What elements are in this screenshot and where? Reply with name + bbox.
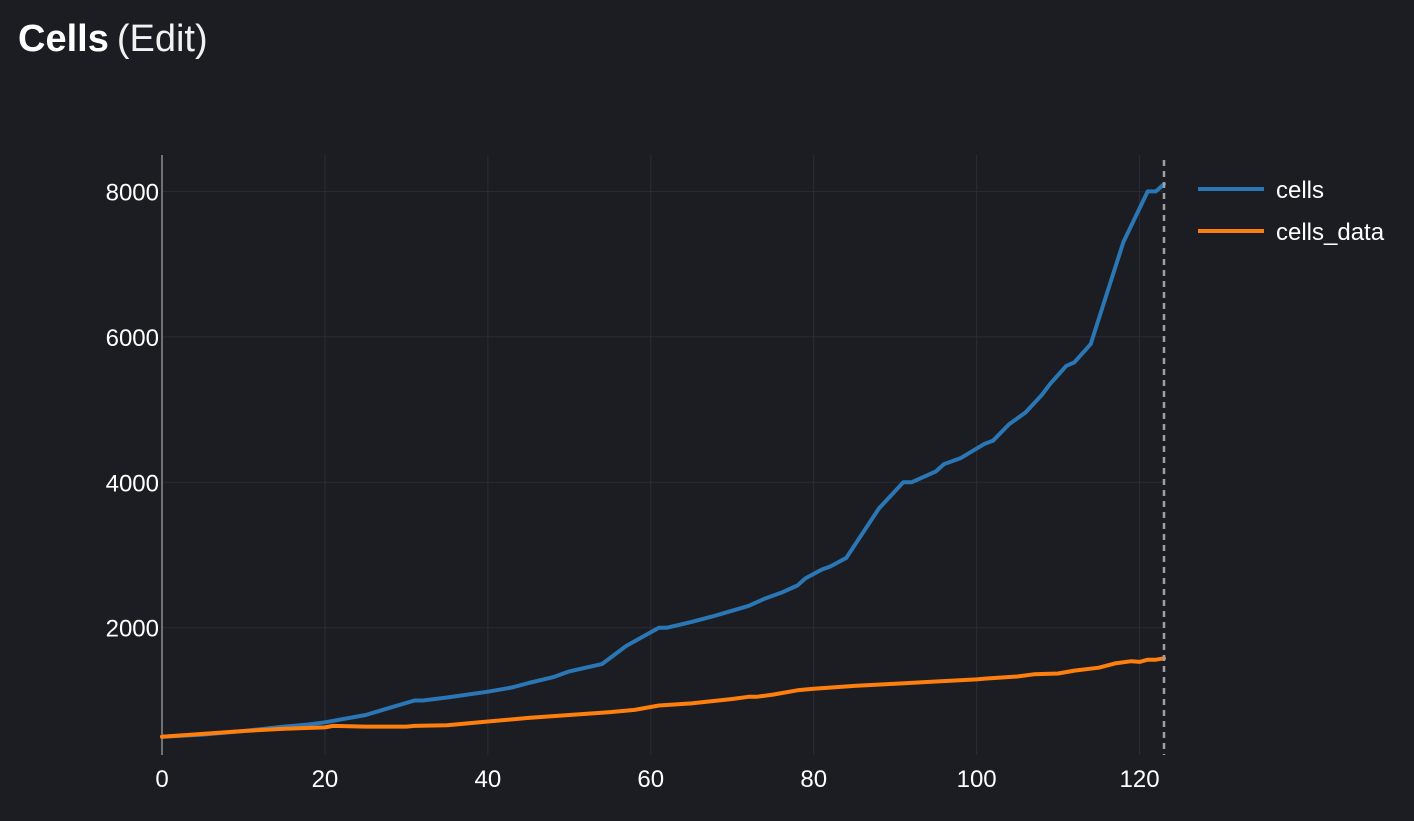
y-tick-label-3: 8000 — [106, 179, 159, 206]
x-tick-label-6: 120 — [1120, 766, 1160, 793]
x-tick-label-3: 60 — [637, 766, 664, 793]
legend[interactable]: cells cells_data — [1198, 177, 1385, 246]
y-tick-label-2: 6000 — [106, 325, 159, 352]
x-tick-label-5: 100 — [957, 766, 997, 793]
y-axis-ticks: 2000 4000 6000 8000 — [106, 179, 159, 642]
edit-link[interactable]: (Edit) — [116, 18, 208, 60]
legend-item-cells_data[interactable]: cells_data — [1198, 219, 1385, 246]
x-tick-label-0: 0 — [155, 766, 168, 793]
y-tick-label-1: 4000 — [106, 470, 159, 497]
legend-label-cells_data: cells_data — [1276, 219, 1385, 246]
x-tick-label-1: 20 — [312, 766, 339, 793]
grid-lines — [161, 155, 1164, 755]
series-lines — [160, 182, 1166, 739]
x-axis-ticks: 0 20 40 60 80 100 120 — [155, 766, 1159, 793]
legend-item-cells[interactable]: cells — [1198, 177, 1324, 204]
x-tick-label-2: 40 — [475, 766, 502, 793]
x-tick-label-4: 80 — [800, 766, 827, 793]
legend-label-cells: cells — [1276, 177, 1324, 204]
series-line-cells_data — [160, 656, 1166, 739]
page-title: Cells (Edit) — [18, 16, 208, 62]
series-line-cells — [160, 182, 1166, 739]
y-tick-label-0: 2000 — [106, 616, 159, 643]
chart-title: Cells — [18, 18, 109, 60]
